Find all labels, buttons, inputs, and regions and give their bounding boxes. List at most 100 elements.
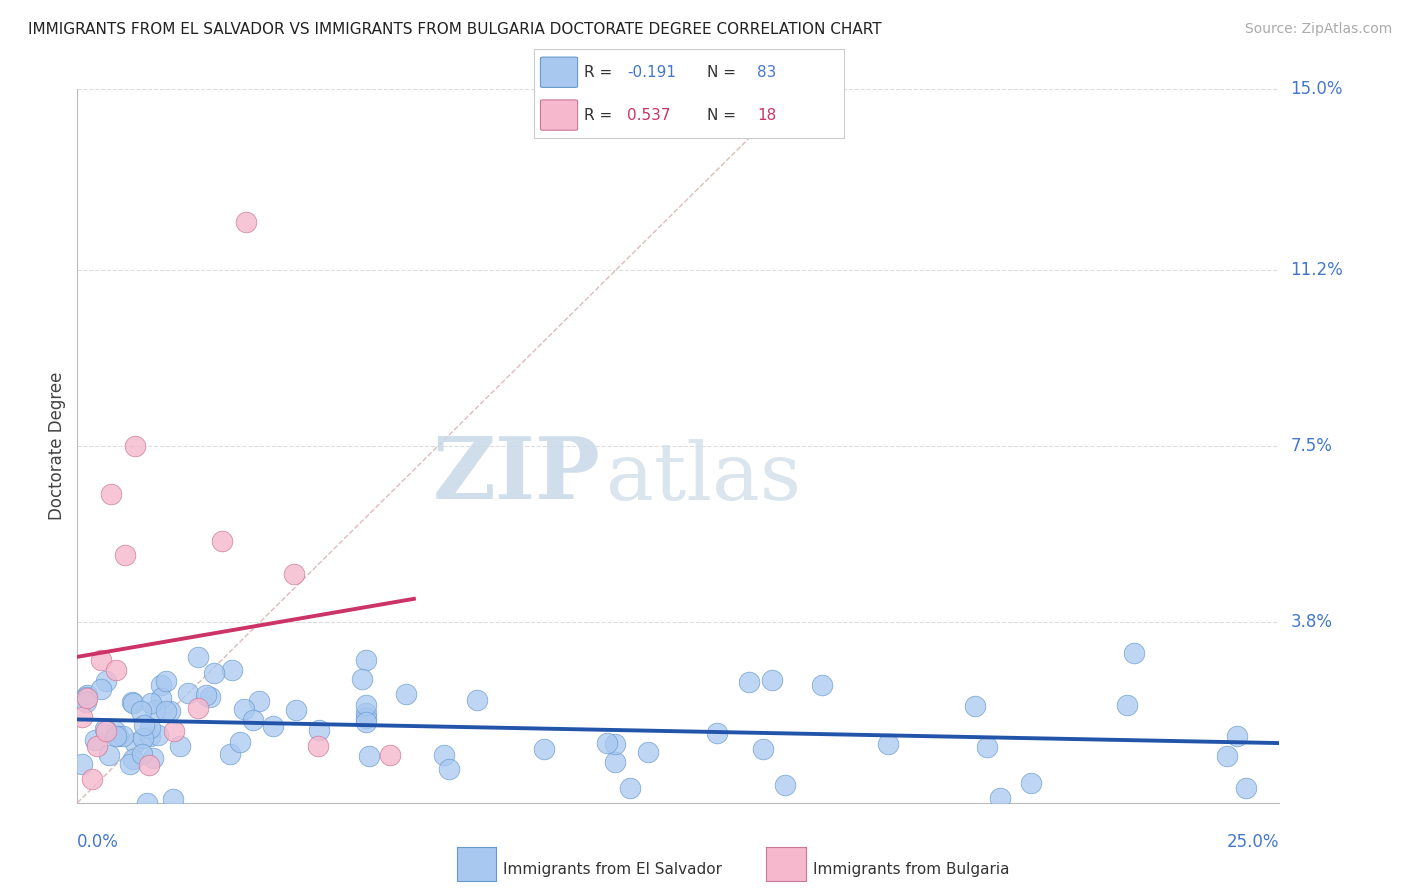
Point xyxy=(105,729,128,743)
Point xyxy=(131,747,153,761)
Point xyxy=(131,705,153,719)
Point xyxy=(202,665,225,680)
Point xyxy=(96,673,118,688)
Point xyxy=(200,690,222,705)
Point xyxy=(186,700,209,714)
Point xyxy=(104,663,127,677)
Text: 15.0%: 15.0% xyxy=(1291,80,1343,98)
Point xyxy=(86,739,108,753)
Point xyxy=(395,688,418,702)
Point xyxy=(111,729,134,743)
Point xyxy=(143,703,166,717)
Point xyxy=(132,731,155,745)
Point xyxy=(142,751,165,765)
Text: Immigrants from El Salvador: Immigrants from El Salvador xyxy=(503,863,723,877)
Point xyxy=(354,698,377,713)
Point xyxy=(354,710,377,724)
Point xyxy=(97,747,120,762)
Point xyxy=(465,692,488,706)
Point xyxy=(100,486,122,500)
Point xyxy=(70,710,93,724)
Point xyxy=(229,734,252,748)
Point xyxy=(706,726,728,740)
Text: 3.8%: 3.8% xyxy=(1291,613,1333,631)
Point xyxy=(141,696,163,710)
Text: 83: 83 xyxy=(756,65,776,79)
FancyBboxPatch shape xyxy=(540,57,578,87)
Text: IMMIGRANTS FROM EL SALVADOR VS IMMIGRANTS FROM BULGARIA DOCTORATE DEGREE CORRELA: IMMIGRANTS FROM EL SALVADOR VS IMMIGRANT… xyxy=(28,22,882,37)
Point xyxy=(134,718,156,732)
Text: Immigrants from Bulgaria: Immigrants from Bulgaria xyxy=(813,863,1010,877)
Point xyxy=(149,691,172,706)
Point xyxy=(135,796,157,810)
Point xyxy=(121,696,143,710)
Text: 0.0%: 0.0% xyxy=(77,833,120,851)
Point xyxy=(138,757,160,772)
Point xyxy=(94,723,117,737)
Point xyxy=(963,699,986,714)
Point xyxy=(176,686,198,700)
Point xyxy=(378,748,401,763)
Point xyxy=(1019,776,1042,790)
Point xyxy=(149,677,172,691)
Y-axis label: Doctorate Degree: Doctorate Degree xyxy=(48,372,66,520)
Point xyxy=(637,745,659,759)
Point xyxy=(76,688,98,702)
Point xyxy=(221,663,243,677)
Point xyxy=(354,653,377,667)
Point xyxy=(148,728,170,742)
Text: Source: ZipAtlas.com: Source: ZipAtlas.com xyxy=(1244,22,1392,37)
Point xyxy=(247,694,270,708)
Text: R =: R = xyxy=(583,65,617,79)
Point xyxy=(308,723,330,738)
Point xyxy=(124,736,146,750)
Text: 25.0%: 25.0% xyxy=(1227,833,1279,851)
Point xyxy=(187,649,209,664)
Point xyxy=(162,792,184,806)
Point xyxy=(1226,729,1249,743)
Text: atlas: atlas xyxy=(606,439,801,517)
Text: 7.5%: 7.5% xyxy=(1291,437,1333,455)
FancyBboxPatch shape xyxy=(540,100,578,130)
Point xyxy=(122,696,145,710)
Point xyxy=(1234,780,1257,795)
Point xyxy=(773,778,796,792)
Text: -0.191: -0.191 xyxy=(627,65,676,79)
Point xyxy=(83,733,105,747)
Point xyxy=(90,681,112,696)
Point xyxy=(439,763,461,777)
Point xyxy=(159,704,181,718)
Point xyxy=(155,705,177,719)
Point xyxy=(354,706,377,720)
Point xyxy=(155,673,177,688)
Point xyxy=(876,737,898,751)
Point xyxy=(988,790,1011,805)
Point xyxy=(976,740,998,755)
Point xyxy=(262,719,284,733)
Point xyxy=(162,724,184,739)
Point xyxy=(811,678,834,692)
Point xyxy=(738,675,761,690)
Point xyxy=(169,739,191,753)
Point xyxy=(104,723,127,738)
Point xyxy=(354,715,377,730)
Point xyxy=(76,691,98,706)
Point xyxy=(118,756,141,771)
Point xyxy=(433,748,456,763)
Point xyxy=(533,742,555,756)
Point xyxy=(307,739,329,753)
Point xyxy=(233,701,256,715)
Point xyxy=(90,653,112,667)
Text: ZIP: ZIP xyxy=(433,433,600,516)
Point xyxy=(595,736,617,750)
Point xyxy=(603,756,626,770)
Point xyxy=(96,724,118,739)
Point xyxy=(1215,749,1237,764)
Text: R =: R = xyxy=(583,108,617,122)
Point xyxy=(124,439,146,453)
Text: N =: N = xyxy=(707,65,741,79)
Point xyxy=(619,781,641,796)
Text: N =: N = xyxy=(707,108,741,122)
Point xyxy=(219,747,242,761)
Point xyxy=(752,741,775,756)
